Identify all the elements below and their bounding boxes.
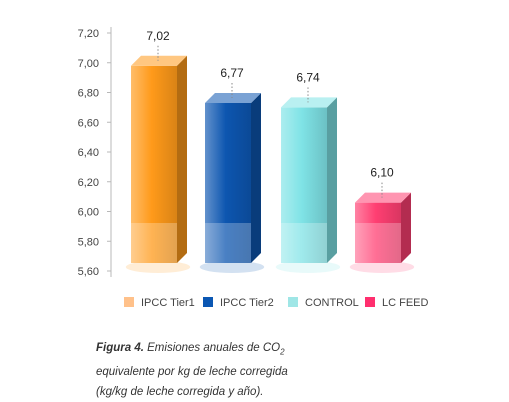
bar-top xyxy=(355,192,411,203)
caption-line-1: Figura 4. Emisiones anuales de CO2 xyxy=(96,338,396,362)
legend-swatch xyxy=(288,297,298,307)
legend-label: IPCC Tier1 xyxy=(141,297,195,309)
bar-top xyxy=(205,92,261,103)
bar-top xyxy=(281,97,337,108)
y-tick-label: 6,20 xyxy=(78,177,99,189)
y-tick-label: 7,00 xyxy=(78,58,99,70)
legend-label: CONTROL xyxy=(305,297,359,309)
caption-subscript: 2 xyxy=(280,347,285,357)
bar-shadow xyxy=(199,261,265,273)
bar xyxy=(131,65,177,264)
y-tick-label: 5,80 xyxy=(78,236,99,248)
y-tick-label: 7,20 xyxy=(78,28,99,40)
caption-text-1: Emisiones anuales de CO xyxy=(143,342,281,354)
bar xyxy=(355,202,401,263)
bar-shadow xyxy=(275,261,341,273)
y-tick-label: 6,40 xyxy=(78,147,99,159)
bar-top xyxy=(131,55,187,66)
y-tick-label: 5,60 xyxy=(78,266,99,278)
bar xyxy=(281,107,327,263)
legend-swatch xyxy=(365,297,375,307)
bar-fade xyxy=(281,223,327,263)
y-tick-label: 6,00 xyxy=(78,207,99,219)
data-label: 6,77 xyxy=(220,66,244,80)
bar xyxy=(205,102,251,264)
y-tick-label: 6,80 xyxy=(78,88,99,100)
figure-caption: Figura 4. Emisiones anuales de CO2 equiv… xyxy=(96,338,396,402)
y-tick-label: 6,60 xyxy=(78,117,99,129)
legend-swatch xyxy=(203,297,213,307)
bar-side xyxy=(177,55,187,264)
bar-side xyxy=(251,92,261,264)
bar-chart: 5,60 5,80 6,00 6,20 6,40 6,60 6,80 7,00 7,20 7,02… xyxy=(78,27,429,309)
legend-label: IPCC Tier2 xyxy=(220,297,274,309)
legend-label: LC FEED xyxy=(382,297,429,309)
bar-fade xyxy=(131,223,177,263)
data-label: 6,74 xyxy=(296,70,320,84)
bar-fade xyxy=(355,223,401,263)
bar-side xyxy=(401,192,411,263)
bar-fade xyxy=(205,223,251,263)
chart-canvas: 5,60 5,80 6,00 6,20 6,40 6,60 6,80 7,00 7,20 7,02… xyxy=(78,27,429,309)
bar-shadow xyxy=(125,261,191,273)
bar-shadow xyxy=(349,261,415,273)
caption-line-3: (kg/kg de leche corregida y año). xyxy=(96,386,264,399)
data-label: 6,10 xyxy=(370,166,394,180)
data-label: 7,02 xyxy=(146,29,170,43)
caption-line-2: equivalente por kg de leche corregida xyxy=(96,366,288,379)
legend-swatch xyxy=(124,297,134,307)
bar-side xyxy=(327,97,337,263)
caption-figure-label: Figura 4. xyxy=(96,342,144,354)
